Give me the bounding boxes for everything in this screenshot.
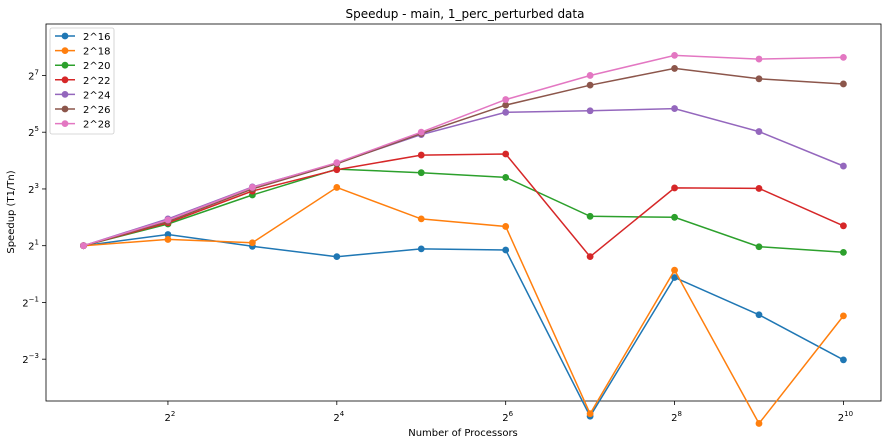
data-point (586, 253, 594, 261)
data-point (840, 53, 847, 61)
data-point (840, 356, 847, 364)
y-tick-label: 21 (28, 239, 39, 253)
legend-swatch-marker (61, 105, 69, 113)
y-tick-label: 2−3 (22, 352, 39, 366)
series-line (83, 168, 844, 254)
data-point (248, 184, 256, 191)
x-tick-label: 210 (838, 410, 853, 424)
legend-item: 2^18 (55, 47, 110, 58)
data-point (586, 107, 594, 115)
data-point (671, 213, 678, 221)
axes-frame (45, 23, 882, 402)
data-point (502, 174, 510, 181)
legend-item: 2^26 (55, 105, 110, 116)
data-point (671, 105, 678, 112)
legend-label: 2^28 (83, 120, 110, 131)
x-tick-label: 22 (165, 410, 176, 424)
data-point (840, 222, 847, 230)
data-point (333, 253, 341, 261)
data-point (417, 245, 425, 253)
data-point (840, 80, 847, 88)
data-point (333, 184, 341, 191)
data-point (671, 274, 678, 281)
legend-label: 2^26 (83, 105, 110, 116)
legend-label: 2^24 (83, 90, 110, 101)
data-point (502, 96, 510, 103)
data-point (502, 223, 510, 230)
data-point (164, 236, 172, 243)
legend-item: 2^28 (55, 120, 110, 131)
data-point (502, 150, 510, 158)
data-point (80, 242, 87, 250)
data-point (586, 212, 594, 220)
data-point (840, 162, 847, 170)
y-tick-label: 23 (28, 182, 39, 196)
series-2-28 (80, 51, 847, 250)
data-point (333, 159, 341, 167)
data-point (671, 65, 678, 72)
x-tick-label: 28 (671, 410, 682, 424)
data-point (755, 420, 763, 427)
legend: 2^16 2^18 2^20 2^22 2^24 2^26 2^28 (49, 27, 115, 135)
y-tick-label: 27 (28, 68, 39, 82)
data-point (755, 185, 763, 192)
data-point (417, 215, 425, 223)
data-point (586, 81, 594, 89)
y-tick-label: 25 (28, 125, 39, 139)
data-point (502, 108, 510, 116)
data-point (502, 101, 510, 109)
data-point (671, 184, 678, 192)
legend-item: 2^22 (55, 76, 110, 87)
chart-title: Speedup - main, 1_perc_perturbed data (346, 7, 585, 21)
series-line (83, 186, 844, 425)
data-point (333, 166, 341, 174)
data-point (248, 239, 256, 247)
data-point (417, 169, 425, 177)
series-line (83, 153, 844, 258)
data-point (840, 312, 847, 320)
data-point (755, 75, 763, 83)
legend-swatch-marker (61, 76, 69, 84)
data-point (586, 72, 594, 79)
series-line (83, 67, 844, 247)
legend-swatch-marker (61, 91, 69, 98)
data-point (417, 128, 425, 136)
data-point (164, 231, 172, 238)
legend-label: 2^16 (83, 32, 110, 43)
data-point (755, 243, 763, 251)
x-axis: 22 24 26 28 210 (165, 401, 853, 424)
data-point (755, 55, 763, 63)
data-point (755, 128, 763, 135)
legend-label: 2^22 (83, 76, 110, 87)
legend-item: 2^20 (55, 61, 110, 72)
data-point (840, 248, 847, 256)
plot-area (45, 23, 882, 402)
data-point (417, 151, 425, 159)
data-point (502, 246, 510, 254)
series-line (83, 54, 844, 247)
x-tick-label: 26 (502, 410, 513, 424)
x-axis-label: Number of Processors (408, 428, 518, 439)
data-point (755, 311, 763, 319)
y-axis-label: Speedup (T1/Tn) (6, 170, 17, 253)
legend-label: 2^20 (83, 61, 110, 72)
data-point (671, 51, 678, 59)
legend-swatch-marker (61, 120, 69, 127)
legend-item: 2^24 (55, 90, 110, 101)
series-layer (80, 51, 847, 427)
data-point (586, 410, 594, 418)
legend-swatch-marker (61, 32, 69, 40)
legend-label: 2^18 (83, 47, 110, 58)
legend-swatch-marker (61, 47, 69, 54)
y-axis: 2−3 2−1 21 23 25 27 (22, 68, 46, 366)
legend-item: 2^16 (55, 32, 110, 43)
y-tick-label: 2−1 (22, 295, 39, 309)
legend-swatch-marker (61, 61, 69, 69)
data-point (671, 266, 678, 274)
data-point (164, 216, 172, 224)
x-tick-label: 24 (333, 410, 344, 424)
